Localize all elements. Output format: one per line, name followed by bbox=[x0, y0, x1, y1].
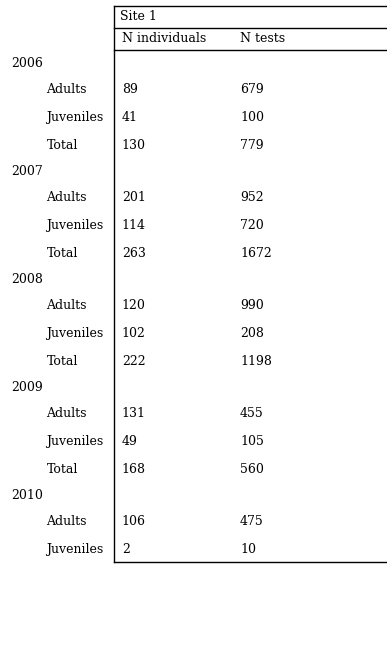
Text: Adults: Adults bbox=[46, 83, 87, 96]
Text: 2008: 2008 bbox=[12, 273, 43, 285]
Text: 100: 100 bbox=[240, 111, 264, 124]
Text: Adults: Adults bbox=[46, 407, 87, 420]
Text: 89: 89 bbox=[122, 83, 138, 96]
Text: 131: 131 bbox=[122, 407, 146, 420]
Text: 10: 10 bbox=[240, 543, 256, 556]
Text: Juveniles: Juveniles bbox=[46, 327, 104, 340]
Text: Adults: Adults bbox=[46, 515, 87, 528]
Text: 102: 102 bbox=[122, 327, 146, 340]
Text: Total: Total bbox=[46, 247, 78, 260]
Text: 222: 222 bbox=[122, 355, 146, 368]
Text: Total: Total bbox=[46, 355, 78, 368]
Text: Juveniles: Juveniles bbox=[46, 111, 104, 124]
Text: 168: 168 bbox=[122, 463, 146, 476]
Text: Site 1: Site 1 bbox=[120, 11, 157, 23]
Text: 2: 2 bbox=[122, 543, 130, 556]
Text: 455: 455 bbox=[240, 407, 264, 420]
Text: 41: 41 bbox=[122, 111, 138, 124]
Text: Juveniles: Juveniles bbox=[46, 543, 104, 556]
Text: 560: 560 bbox=[240, 463, 264, 476]
Text: 49: 49 bbox=[122, 435, 138, 448]
Text: 201: 201 bbox=[122, 191, 146, 204]
Text: 120: 120 bbox=[122, 299, 146, 312]
Text: 114: 114 bbox=[122, 219, 146, 232]
Text: 779: 779 bbox=[240, 139, 264, 152]
Text: N tests: N tests bbox=[240, 33, 285, 46]
Text: Juveniles: Juveniles bbox=[46, 435, 104, 448]
Text: 2009: 2009 bbox=[12, 381, 43, 394]
Text: Adults: Adults bbox=[46, 191, 87, 204]
Text: Adults: Adults bbox=[46, 299, 87, 312]
Text: Juveniles: Juveniles bbox=[46, 219, 104, 232]
Text: Total: Total bbox=[46, 139, 78, 152]
Text: 208: 208 bbox=[240, 327, 264, 340]
Text: 952: 952 bbox=[240, 191, 264, 204]
Text: 130: 130 bbox=[122, 139, 146, 152]
Text: N individuals: N individuals bbox=[122, 33, 206, 46]
Text: 2010: 2010 bbox=[12, 488, 43, 502]
Text: 720: 720 bbox=[240, 219, 264, 232]
Text: 679: 679 bbox=[240, 83, 264, 96]
Text: 2006: 2006 bbox=[12, 57, 43, 70]
Text: 475: 475 bbox=[240, 515, 264, 528]
Text: 1198: 1198 bbox=[240, 355, 272, 368]
Text: Total: Total bbox=[46, 463, 78, 476]
Text: 105: 105 bbox=[240, 435, 264, 448]
Text: 106: 106 bbox=[122, 515, 146, 528]
Text: 263: 263 bbox=[122, 247, 146, 260]
Text: 1672: 1672 bbox=[240, 247, 272, 260]
Text: 990: 990 bbox=[240, 299, 264, 312]
Text: 2007: 2007 bbox=[12, 165, 43, 178]
